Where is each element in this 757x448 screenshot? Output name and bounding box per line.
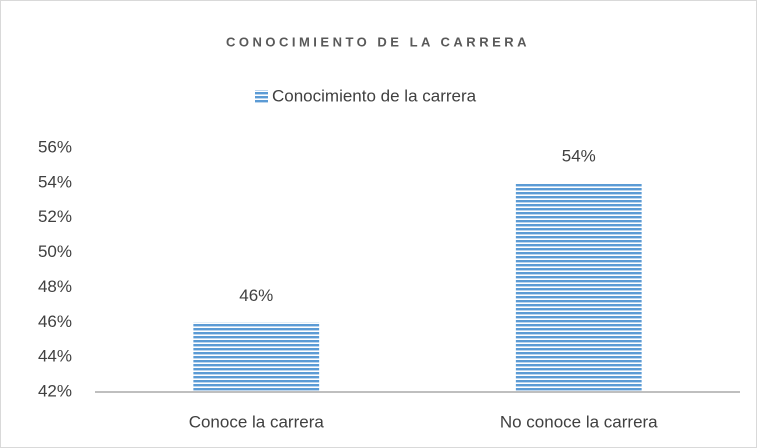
bar xyxy=(193,322,320,392)
y-tick-label: 52% xyxy=(38,207,72,226)
y-tick-label: 56% xyxy=(38,137,72,156)
y-tick-label: 44% xyxy=(38,347,72,366)
y-tick-label: 50% xyxy=(38,242,72,261)
x-tick-label: No conoce la carrera xyxy=(500,412,658,431)
y-tick-label: 42% xyxy=(38,381,72,400)
chart-title: CONOCIMIENTO DE LA CARRERA xyxy=(226,34,530,49)
x-tick-label: Conoce la carrera xyxy=(189,412,325,431)
y-tick-label: 48% xyxy=(38,277,72,296)
y-tick-label: 46% xyxy=(38,312,72,331)
data-label: 46% xyxy=(239,286,273,305)
y-tick-label: 54% xyxy=(38,172,72,191)
legend-swatch xyxy=(255,90,268,103)
data-label: 54% xyxy=(562,146,596,165)
bar xyxy=(515,182,642,392)
legend-label: Conocimiento de la carrera xyxy=(272,86,477,105)
